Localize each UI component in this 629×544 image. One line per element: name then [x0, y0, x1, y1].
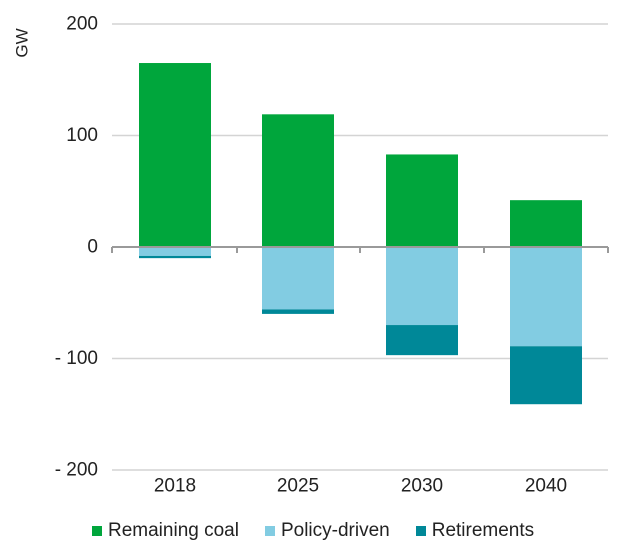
legend-swatch-remaining-coal: [92, 526, 102, 536]
bar-policy-driven-2025: [262, 247, 334, 310]
y-tick-labels: 200 100 0 - 100 - 200: [55, 14, 98, 481]
legend-item-remaining-coal: Remaining coal: [92, 520, 239, 542]
bar-policy-driven-2030: [386, 247, 458, 326]
y-tick-label: 0: [87, 237, 98, 258]
legend-item-policy-driven: Policy-driven: [264, 520, 390, 542]
legend-label-remaining-coal: Remaining coal: [108, 520, 239, 541]
bar-remaining-coal-2018: [139, 63, 211, 248]
legend-swatch-policy-driven: [264, 526, 275, 536]
bar-remaining-coal-2025: [262, 114, 334, 247]
bar-policy-driven-2040: [510, 247, 582, 347]
bar-retirements-2040: [510, 346, 582, 405]
legend-label-policy-driven: Policy-driven: [280, 520, 390, 541]
y-tick-label: - 200: [55, 460, 98, 481]
x-tick-label: 2025: [277, 476, 319, 497]
bar-remaining-coal-2030: [386, 154, 458, 247]
x-tick-label: 2018: [154, 476, 196, 497]
legend: Remaining coal Policy-driven Retirements: [92, 519, 534, 543]
y-tick-label: - 100: [55, 348, 98, 369]
x-tick-label: 2030: [401, 476, 443, 497]
bar-retirements-2030: [386, 325, 458, 356]
legend-label-retirements: Retirements: [431, 520, 535, 541]
x-tick-label: 2040: [525, 476, 567, 497]
bar-policy-driven-2018: [139, 247, 211, 256]
y-axis-title: GW: [13, 28, 32, 57]
zero-axis: [111, 246, 609, 253]
x-tick-labels: 2018 2025 2030 2040: [154, 476, 567, 497]
bars: [139, 63, 582, 405]
bar-remaining-coal-2040: [510, 200, 582, 247]
legend-swatch-retirements: [415, 526, 426, 536]
y-tick-label: 100: [66, 125, 98, 146]
bar-retirements-2025: [262, 309, 334, 314]
y-tick-label: 200: [66, 14, 98, 35]
bar-retirements-2018: [139, 255, 211, 259]
legend-item-retirements: Retirements: [415, 520, 535, 542]
